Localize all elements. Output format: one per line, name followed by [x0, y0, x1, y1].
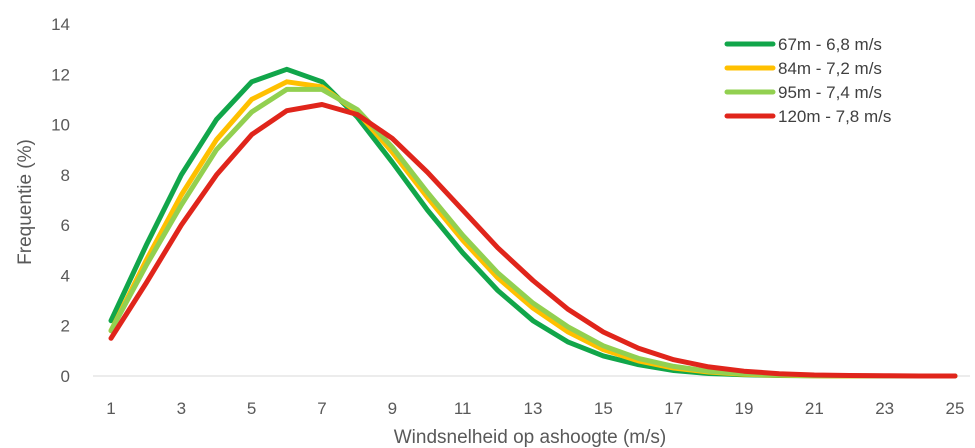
series-lines	[108, 66, 958, 379]
series-line-3	[108, 86, 958, 379]
x-tick-label: 21	[805, 399, 824, 418]
x-tick-label: 13	[524, 399, 543, 418]
x-tick-label: 3	[177, 399, 186, 418]
legend-label: 95m - 7,4 m/s	[778, 83, 882, 102]
x-tick-label: 5	[247, 399, 256, 418]
y-tick-label: 14	[51, 15, 70, 34]
legend: 67m - 6,8 m/s 84m - 7,2 m/s 95m - 7,4 m/s 1…	[724, 35, 891, 126]
x-tick-label: 23	[875, 399, 894, 418]
x-tick-labels: 1 3 5 7 9 11 13 15 17 19 21 23 25	[106, 399, 964, 418]
y-tick-label: 6	[61, 216, 70, 235]
x-tick-label: 15	[594, 399, 613, 418]
x-tick-label: 17	[664, 399, 683, 418]
x-tick-label: 1	[106, 399, 115, 418]
y-axis-title: Frequentie (%)	[15, 139, 36, 265]
legend-label: 120m - 7,8 m/s	[778, 107, 891, 126]
y-tick-label: 12	[51, 65, 70, 84]
y-tick-label: 10	[51, 116, 70, 135]
y-tick-label: 0	[61, 367, 70, 386]
x-tick-label: 7	[317, 399, 326, 418]
series-line-4	[108, 102, 958, 379]
x-axis-title: Windsnelheid op ashoogte (m/s)	[394, 427, 666, 448]
x-tick-label: 25	[946, 399, 965, 418]
legend-label: 67m - 6,8 m/s	[778, 35, 882, 54]
y-tick-label: 4	[61, 266, 70, 285]
legend-label: 84m - 7,2 m/s	[778, 59, 882, 78]
x-tick-label: 11	[454, 399, 472, 418]
y-tick-labels: 0 2 4 6 8 10 12 14	[51, 15, 70, 386]
y-tick-label: 8	[61, 166, 70, 185]
x-tick-label: 19	[735, 399, 754, 418]
y-tick-label: 2	[61, 317, 70, 336]
x-tick-label: 9	[388, 399, 397, 418]
